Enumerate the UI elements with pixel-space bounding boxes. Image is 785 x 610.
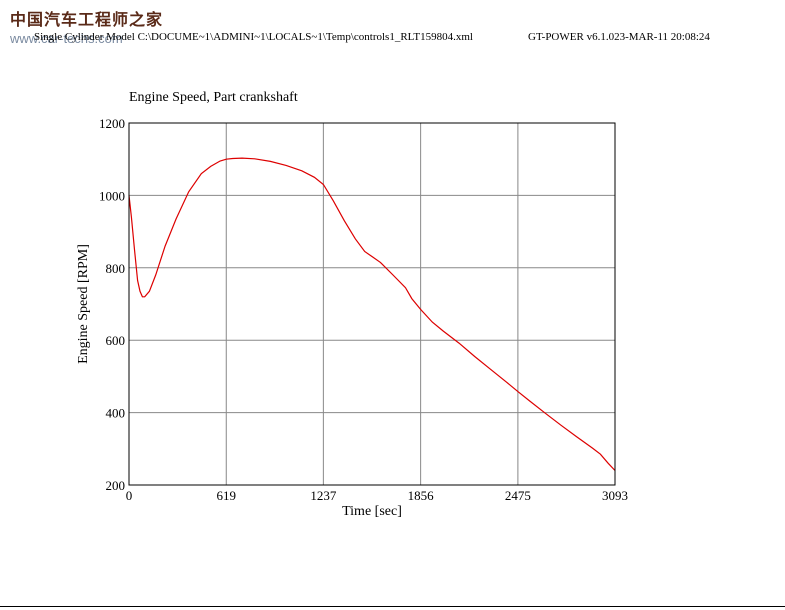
y-tick-label: 1000 [99,188,125,203]
grid-lines [129,123,615,485]
tick-labels: 0 619 1237 1856 2475 3093 200 400 600 800 1000 1200 [99,116,628,503]
plot-frame [128,122,616,486]
x-tick-label: 1237 [310,488,337,503]
x-tick-label: 0 [126,488,133,503]
y-tick-label: 800 [106,261,126,276]
engine-speed-series-line [128,157,616,471]
x-tick-label: 2475 [505,488,531,503]
x-tick-label: 3093 [602,488,628,503]
chart-title: Engine Speed, Part crankshaft [129,90,298,105]
header-file-path: Single Cylinder Model C:\DOCUME~1\ADMINI… [34,31,473,43]
y-tick-label: 1200 [99,116,125,131]
x-tick-label: 1856 [408,488,435,503]
bottom-rule [0,606,785,607]
y-tick-label: 600 [106,333,126,348]
y-axis-label: Engine Speed [RPM] [76,244,91,364]
header-version-info: GT-POWER v6.1.023-MAR-11 20:08:24 [528,31,710,43]
y-tick-label: 200 [106,478,126,493]
watermark-logo-text: 中国汽车工程师之家 [10,10,164,29]
watermark-url: www.car-techs.com [10,31,123,46]
x-tick-label: 619 [217,488,237,503]
x-axis-label: Time [sec] [342,504,402,519]
y-tick-label: 400 [106,406,126,421]
